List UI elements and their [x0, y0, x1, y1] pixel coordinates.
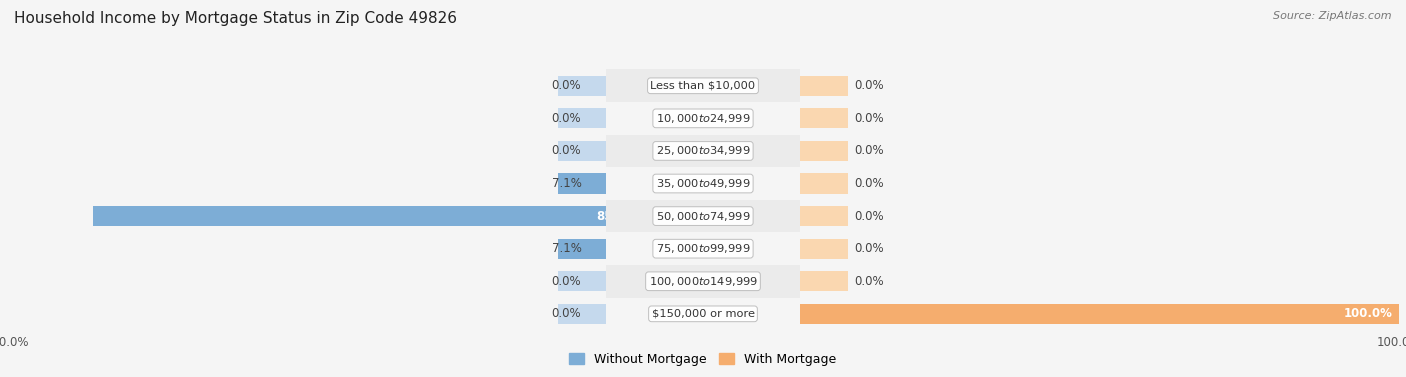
Bar	[0, 232, 800, 265]
Legend: Without Mortgage, With Mortgage: Without Mortgage, With Mortgage	[564, 348, 842, 371]
Bar	[508, 200, 898, 232]
Bar	[558, 108, 606, 129]
Bar	[0, 167, 606, 200]
Bar	[0, 135, 606, 167]
Bar	[800, 108, 848, 129]
Bar	[508, 297, 898, 330]
Bar	[0, 200, 606, 232]
Text: $150,000 or more: $150,000 or more	[651, 309, 755, 319]
Text: 0.0%: 0.0%	[855, 177, 884, 190]
Text: $75,000 to $99,999: $75,000 to $99,999	[655, 242, 751, 255]
Bar	[558, 271, 606, 291]
Bar	[800, 271, 848, 291]
Bar	[606, 135, 1406, 167]
Text: 0.0%: 0.0%	[855, 144, 884, 158]
Bar	[508, 102, 898, 135]
Bar	[800, 239, 848, 259]
Bar	[606, 167, 1406, 200]
Bar	[508, 265, 898, 297]
Text: 0.0%: 0.0%	[551, 307, 581, 320]
Bar	[0, 297, 606, 330]
Text: $25,000 to $34,999: $25,000 to $34,999	[655, 144, 751, 158]
Bar	[558, 304, 606, 324]
Text: $35,000 to $49,999: $35,000 to $49,999	[655, 177, 751, 190]
Text: $100,000 to $149,999: $100,000 to $149,999	[648, 275, 758, 288]
Text: 7.1%: 7.1%	[551, 177, 582, 190]
Bar	[508, 232, 898, 265]
Bar	[0, 69, 800, 102]
Bar	[0, 265, 606, 297]
Bar	[0, 265, 800, 297]
Text: 0.0%: 0.0%	[551, 112, 581, 125]
Bar	[800, 141, 848, 161]
Bar	[800, 76, 848, 96]
Bar	[0, 232, 606, 265]
Bar	[0, 135, 800, 167]
Bar	[558, 173, 606, 194]
Bar	[558, 141, 606, 161]
Text: 0.0%: 0.0%	[855, 275, 884, 288]
Bar	[800, 206, 848, 226]
Bar	[606, 297, 1406, 330]
Bar	[606, 200, 1406, 232]
Bar	[558, 76, 606, 96]
Bar	[0, 167, 800, 200]
Bar	[0, 102, 606, 135]
Bar	[508, 135, 898, 167]
Text: Source: ZipAtlas.com: Source: ZipAtlas.com	[1274, 11, 1392, 21]
Bar	[0, 200, 800, 232]
Text: 0.0%: 0.0%	[551, 144, 581, 158]
Text: $50,000 to $74,999: $50,000 to $74,999	[655, 210, 751, 222]
Bar	[606, 69, 1406, 102]
Text: 0.0%: 0.0%	[855, 79, 884, 92]
Bar	[0, 102, 800, 135]
Text: Less than $10,000: Less than $10,000	[651, 81, 755, 91]
Bar	[606, 265, 1406, 297]
Bar	[0, 69, 606, 102]
Text: Household Income by Mortgage Status in Zip Code 49826: Household Income by Mortgage Status in Z…	[14, 11, 457, 26]
Bar	[606, 102, 1406, 135]
Text: 0.0%: 0.0%	[855, 210, 884, 222]
Bar	[800, 173, 848, 194]
Bar	[0, 297, 800, 330]
Text: 0.0%: 0.0%	[551, 275, 581, 288]
Bar	[508, 167, 898, 200]
Text: 0.0%: 0.0%	[855, 112, 884, 125]
Text: $10,000 to $24,999: $10,000 to $24,999	[655, 112, 751, 125]
Text: 7.1%: 7.1%	[551, 242, 582, 255]
Text: 85.7%: 85.7%	[596, 210, 637, 222]
Bar	[93, 206, 606, 226]
Bar	[606, 232, 1406, 265]
Text: 100.0%: 100.0%	[1344, 307, 1393, 320]
Bar	[800, 304, 1399, 324]
Bar	[508, 69, 898, 102]
Bar	[558, 239, 606, 259]
Text: 0.0%: 0.0%	[855, 242, 884, 255]
Text: 0.0%: 0.0%	[551, 79, 581, 92]
